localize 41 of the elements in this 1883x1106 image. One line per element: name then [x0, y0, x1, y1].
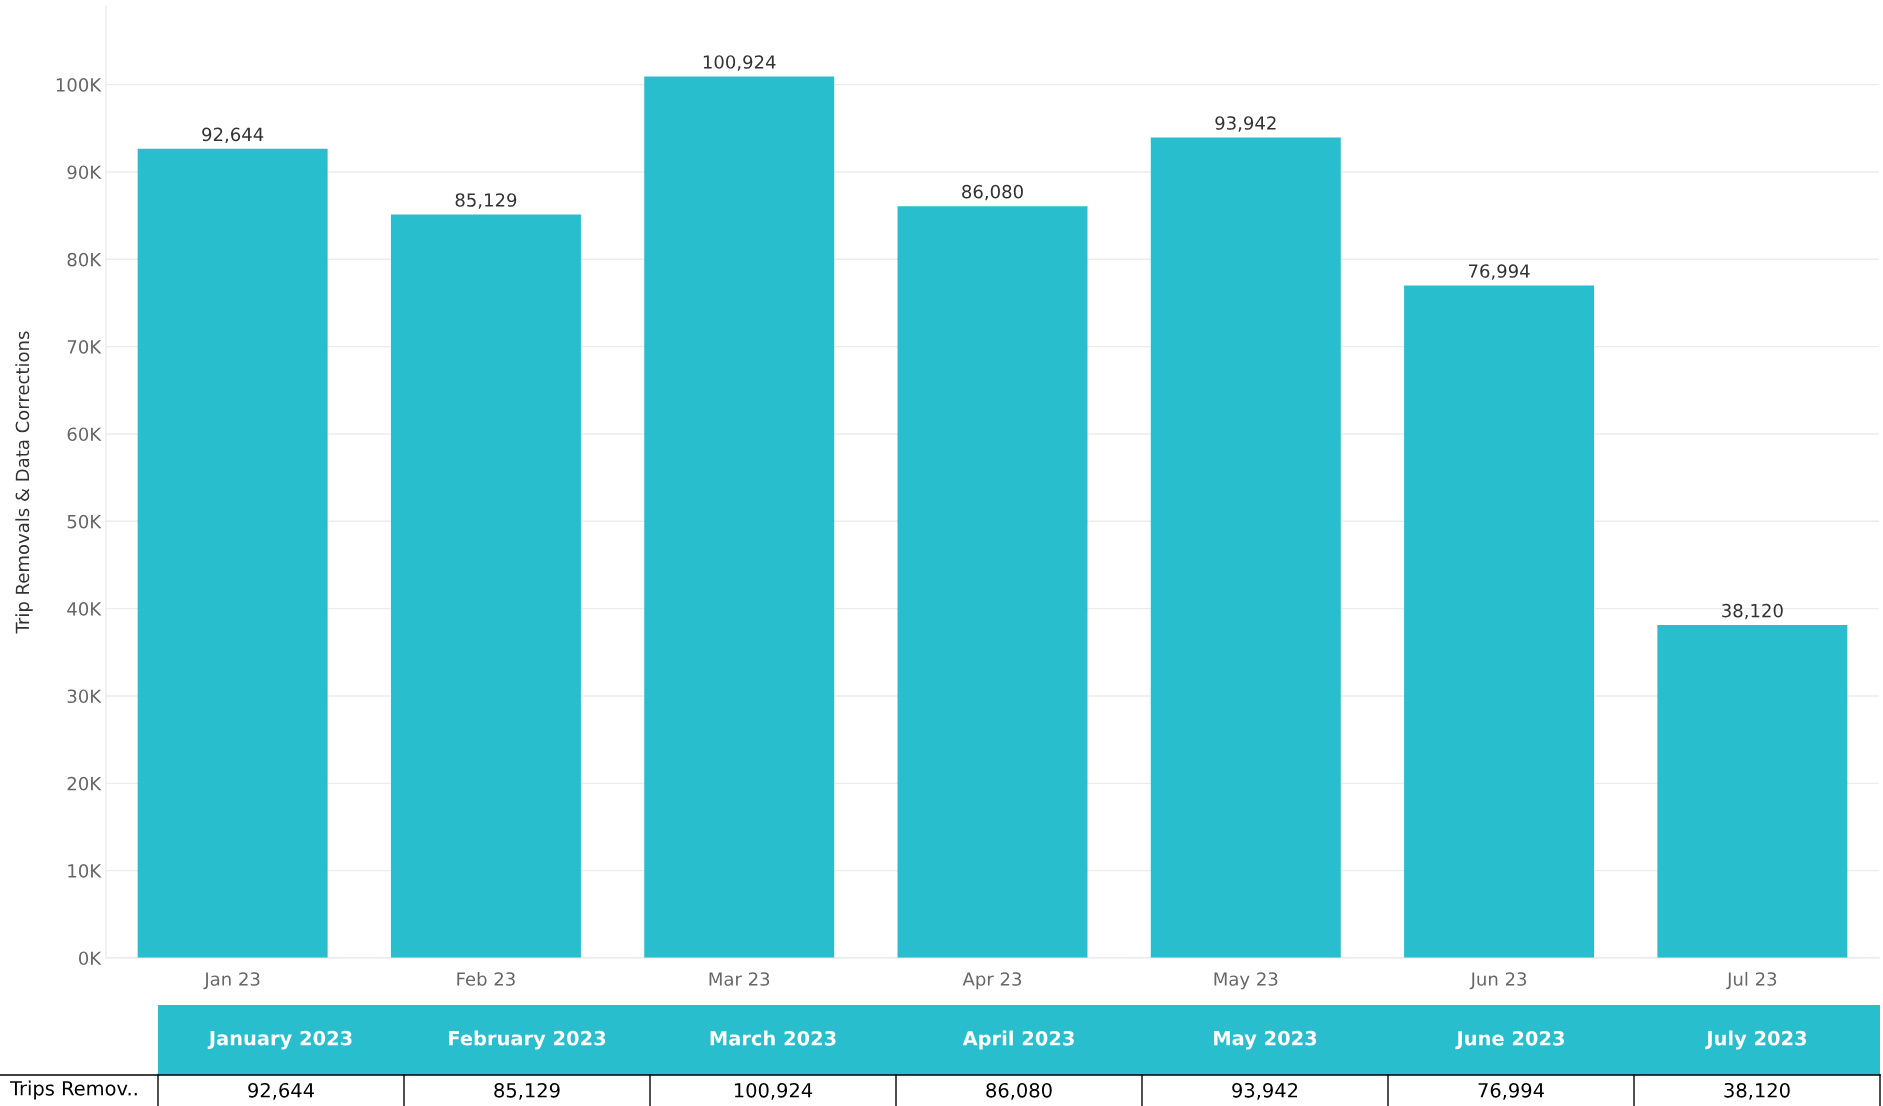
data-label: 92,644 [248, 1082, 314, 1100]
x-tick-label: Jun 23 [1469, 972, 1527, 990]
y-tick-label: 50K [67, 514, 102, 529]
x-tick-label: Feb 23 [457, 971, 515, 986]
text: 93,942 [1215, 116, 1276, 132]
y-axis-title: Trip Removals & Data Corrections [15, 331, 33, 634]
y-tick-label: 30K [67, 689, 102, 704]
text: Trips Remov.. [9, 1080, 137, 1100]
data-label: 100,924 [734, 1082, 813, 1100]
y-tick-label: 20K [67, 776, 102, 791]
text: 92,644 [202, 127, 264, 144]
y-tick-label: 10K [68, 864, 102, 878]
data-label: 93,942 [1232, 1082, 1298, 1100]
y-tick-label: 80K [67, 252, 102, 267]
text: 85,129 [455, 193, 517, 209]
text: March 2023 [710, 1030, 836, 1046]
y-tick-label: 100K [56, 78, 102, 92]
text: 38,120 [1722, 603, 1783, 620]
y-tick-label: 40K [67, 602, 102, 616]
data-label: 76,994 [1478, 1082, 1544, 1100]
x-tick-label: Mar 23 [709, 972, 770, 986]
text: May 2023 [1214, 1030, 1317, 1050]
x-tick-label: May 23 [1214, 972, 1278, 990]
x-tick-label: Jul 23 [1726, 971, 1777, 990]
data-label: 38,120 [1724, 1082, 1790, 1100]
text: February 2023 [449, 1030, 606, 1050]
data-label: 86,080 [986, 1082, 1052, 1100]
data-label: 85,129 [494, 1082, 560, 1100]
y-tick-label: 70K [67, 340, 102, 354]
x-tick-label: Jan 23 [203, 972, 260, 990]
text: June 2023 [1455, 1030, 1564, 1050]
text: January 2023 [207, 1030, 352, 1050]
y-tick-label: 60K [67, 427, 102, 442]
text: 76,994 [1468, 264, 1530, 280]
text: 100,924 [703, 55, 776, 71]
text: July 2023 [1705, 1030, 1807, 1050]
x-tick-label: Apr 23 [962, 972, 1022, 990]
text: April 2023 [962, 1030, 1074, 1050]
y-tick-label: 90K [67, 165, 102, 180]
y-tick-label: 0K [79, 951, 102, 966]
text: 86,080 [962, 184, 1023, 201]
